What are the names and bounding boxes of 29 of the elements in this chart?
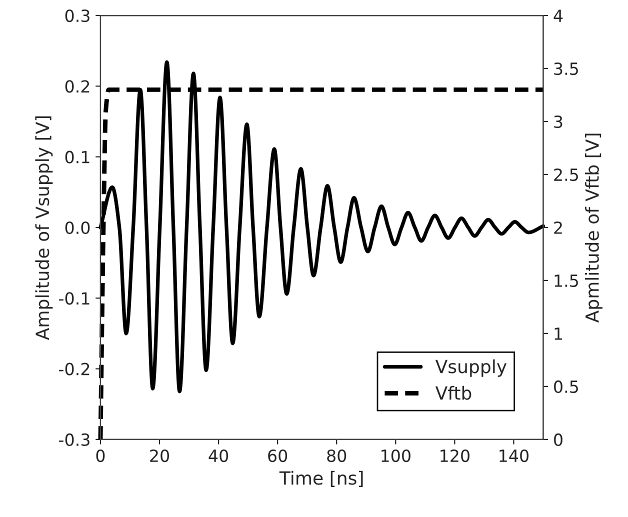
y2-tick-label: 4 — [554, 10, 563, 22]
y-tick-label: -0.1 — [59, 292, 90, 305]
x-tick-label: 100 — [382, 449, 410, 462]
y2-tick-label: 0 — [554, 433, 562, 446]
y2-tick-label: 2 — [554, 221, 562, 234]
y2-tick-label: 2.5 — [554, 168, 578, 182]
y-tick-label: 0.1 — [65, 150, 90, 164]
y-tick-label: 0.2 — [65, 80, 90, 93]
y-axis-title: Amplitude of Vsupply [V] — [35, 116, 53, 340]
y2-tick-label: 1 — [554, 328, 562, 340]
y2-tick-label: 1.5 — [554, 274, 578, 288]
y-tick-label: -0.3 — [59, 433, 90, 446]
x-tick-label: 60 — [268, 449, 288, 462]
y2-axis-title: Apmlitude of Vftb [V] — [585, 134, 602, 323]
y-tick-label: -0.2 — [59, 362, 90, 376]
y-tick-label: 0.3 — [65, 9, 90, 22]
y2-tick-label: 0.5 — [554, 380, 578, 394]
legend-label: Vsupply — [435, 359, 507, 377]
x-tick-label: 40 — [208, 449, 228, 462]
x-tick-label: 20 — [150, 449, 170, 462]
x-tick-label: 0 — [96, 449, 105, 462]
y2-tick-label: 3 — [554, 115, 562, 128]
legend-label: Vftb — [435, 386, 472, 400]
x-tick-label: 140 — [500, 449, 529, 462]
x-tick-label: 120 — [440, 449, 470, 462]
y2-tick-label: 3.5 — [554, 62, 578, 76]
y-tick-label: 0.0 — [65, 221, 90, 234]
x-tick-label: 80 — [327, 449, 346, 462]
x-axis-title: Time [ns] — [279, 470, 363, 487]
